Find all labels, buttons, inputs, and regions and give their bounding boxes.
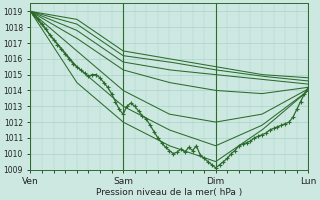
X-axis label: Pression niveau de la mer( hPa ): Pression niveau de la mer( hPa ) [96,188,243,197]
